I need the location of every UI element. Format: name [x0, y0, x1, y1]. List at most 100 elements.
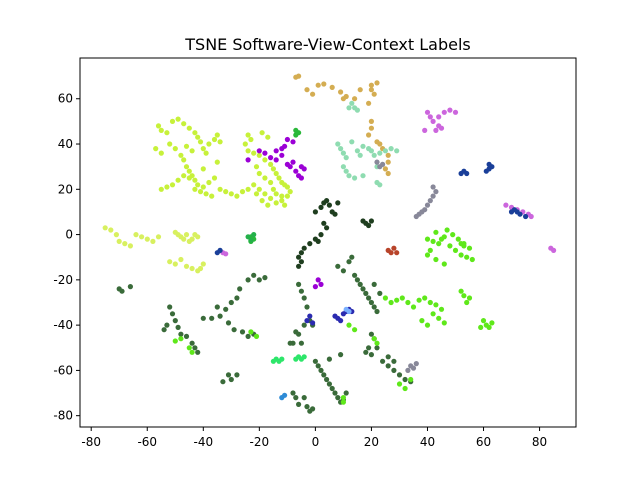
scatter-point — [430, 193, 436, 199]
scatter-point — [433, 229, 439, 235]
scatter-point — [433, 256, 439, 263]
scatter-point — [253, 191, 260, 197]
scatter-point — [441, 109, 447, 115]
scatter-point — [287, 164, 293, 170]
scatter-point — [343, 306, 349, 312]
scatter-point — [164, 130, 170, 136]
scatter-point — [158, 150, 164, 156]
scatter-point — [172, 318, 178, 324]
scatter-point — [239, 189, 246, 195]
scatter-point — [388, 146, 394, 152]
scatter-point — [466, 295, 473, 301]
scatter-point — [242, 141, 248, 147]
x-tick-label: 40 — [420, 435, 435, 449]
scatter-point — [346, 173, 352, 179]
scatter-point — [178, 256, 184, 263]
scatter-point — [326, 381, 332, 387]
scatter-point — [268, 195, 274, 201]
scatter-point — [183, 333, 190, 339]
scatter-point — [416, 297, 422, 303]
scatter-point — [366, 132, 372, 138]
scatter-point — [382, 166, 388, 172]
scatter-point — [293, 127, 299, 133]
scatter-point — [371, 152, 377, 158]
scatter-point — [427, 114, 433, 120]
scatter-point — [298, 175, 304, 181]
scatter-point — [287, 189, 293, 195]
chart-title: TSNE Software-View-Context Labels — [184, 35, 470, 54]
scatter-point — [321, 372, 327, 378]
scatter-point — [167, 304, 173, 310]
scatter-point — [371, 281, 377, 287]
scatter-point — [368, 87, 374, 93]
scatter-point — [433, 302, 439, 308]
scatter-point — [368, 125, 374, 131]
scatter-point — [279, 356, 285, 362]
scatter-point — [200, 315, 206, 321]
scatter-point — [427, 198, 433, 204]
scatter-point — [385, 152, 391, 158]
scatter-point — [363, 290, 369, 296]
scatter-point — [223, 251, 229, 257]
scatter-point — [273, 191, 279, 197]
scatter-point — [360, 143, 366, 149]
scatter-point — [377, 150, 383, 156]
scatter-point — [144, 236, 150, 242]
scatter-point — [197, 139, 204, 145]
scatter-point — [290, 159, 296, 165]
scatter-point — [262, 191, 268, 197]
scatter-point — [268, 161, 274, 167]
scatter-point — [186, 168, 192, 174]
scatter-point — [296, 263, 302, 269]
scatter-point — [234, 295, 240, 301]
x-tick-label: -60 — [137, 435, 157, 449]
points-layer — [102, 73, 557, 414]
scatter-point — [228, 299, 234, 306]
scatter-point — [340, 268, 346, 274]
scatter-point — [189, 236, 195, 242]
scatter-point — [329, 84, 335, 90]
scatter-point — [245, 148, 251, 154]
scatter-point — [366, 345, 372, 351]
scatter-point — [259, 198, 265, 204]
scatter-point — [441, 234, 447, 240]
scatter-point — [307, 241, 313, 247]
scatter-point — [237, 286, 243, 292]
scatter-point — [290, 139, 296, 145]
scatter-point — [352, 175, 358, 181]
scatter-point — [410, 304, 417, 310]
scatter-point — [315, 277, 321, 283]
scatter-point — [340, 395, 346, 401]
scatter-point — [329, 385, 335, 392]
scatter-point — [293, 395, 299, 401]
scatter-point — [368, 82, 374, 88]
scatter-point — [265, 202, 271, 208]
scatter-point — [357, 152, 363, 158]
scatter-point — [338, 146, 344, 152]
x-tick-label: 0 — [312, 435, 320, 449]
scatter-point — [318, 232, 324, 238]
scatter-point — [251, 182, 257, 188]
x-tick-label: 80 — [532, 435, 547, 449]
scatter-point — [346, 322, 352, 328]
scatter-point — [466, 245, 473, 251]
scatter-point — [396, 381, 403, 387]
scatter-point — [315, 363, 321, 369]
scatter-point — [380, 358, 386, 364]
scatter-point — [430, 238, 436, 244]
scatter-point — [464, 299, 470, 306]
scatter-point — [551, 247, 557, 253]
y-tick-label: 40 — [58, 137, 73, 151]
scatter-point — [284, 193, 290, 199]
scatter-point — [408, 363, 414, 369]
y-tick-label: -60 — [53, 363, 73, 377]
scatter-point — [181, 157, 187, 163]
scatter-point — [357, 87, 363, 93]
scatter-point — [200, 146, 206, 152]
scatter-point — [298, 259, 304, 265]
scatter-point — [197, 265, 204, 272]
scatter-point — [298, 340, 304, 346]
scatter-point — [245, 333, 251, 339]
scatter-point — [217, 313, 223, 319]
scatter-point — [186, 125, 192, 131]
